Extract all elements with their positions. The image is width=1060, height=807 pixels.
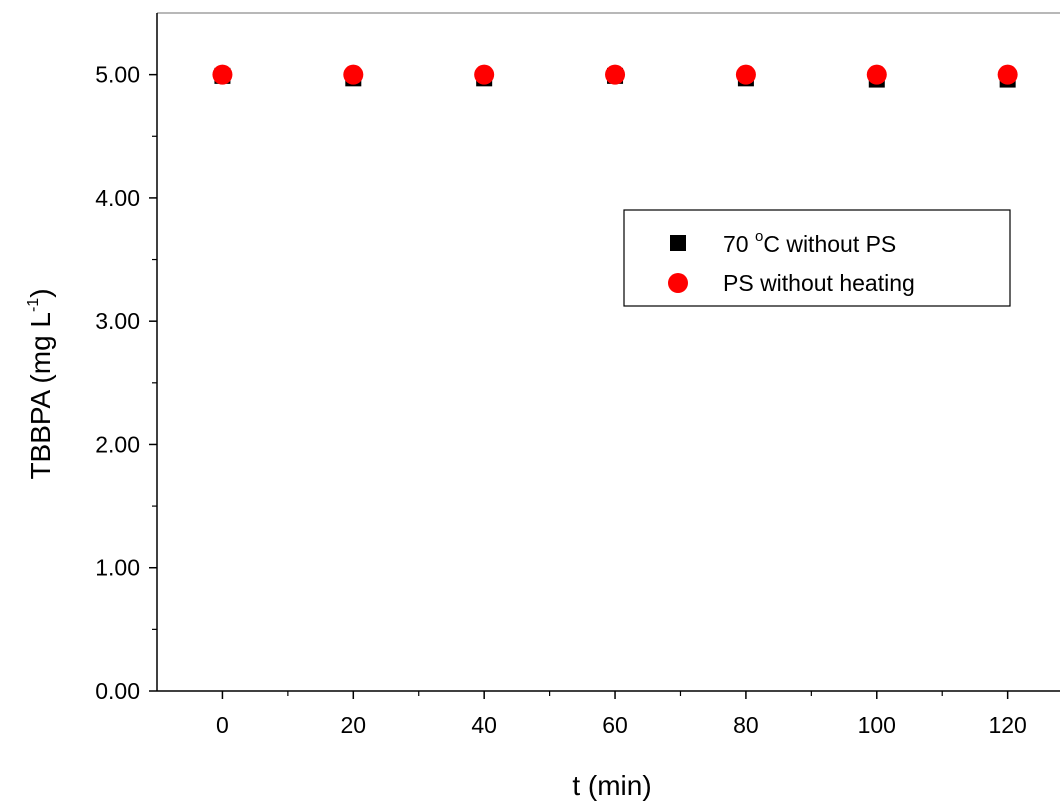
legend-label-series-2: PS without heating (723, 270, 915, 296)
data-point-circle (997, 64, 1018, 85)
legend-label-series-1-sup: o (755, 228, 763, 245)
x-tick-label: 40 (471, 712, 497, 738)
x-tick-label: 0 (216, 712, 229, 738)
legend-label-series-1: 70 oC without PS (723, 228, 896, 257)
y-axis-title-tail: ) (25, 288, 56, 297)
y-axis: 0.00 1.00 2.00 3.00 4.00 5.00 (95, 13, 158, 704)
data-point-circle (343, 64, 364, 85)
data-point-circle (605, 64, 626, 85)
legend-marker-square (670, 235, 686, 251)
y-tick-label: 3.00 (95, 308, 140, 334)
x-axis: 0 20 40 60 80 100 120 (157, 690, 1060, 738)
data-point-circle (866, 64, 887, 85)
y-tick-label: 0.00 (95, 678, 140, 704)
series-layer (212, 64, 1018, 88)
y-axis-title-main: TBBPA (mg L (25, 312, 56, 480)
data-point-circle (212, 64, 233, 85)
legend-label-series-1-pre: 70 (723, 231, 755, 257)
legend-marker-circle (668, 273, 688, 293)
y-tick-label: 1.00 (95, 555, 140, 581)
legend: 70 oC without PS PS without heating (623, 209, 1011, 307)
y-tick-label: 5.00 (95, 62, 140, 88)
x-tick-label: 20 (341, 712, 367, 738)
y-tick-label: 2.00 (95, 431, 140, 457)
y-tick-label: 4.00 (95, 185, 140, 211)
y-axis-title: TBBPA (mg L-1) (25, 288, 56, 479)
series-2 (212, 64, 1018, 85)
legend-box (623, 209, 1011, 307)
x-tick-label: 100 (858, 712, 896, 738)
x-tick-label: 60 (602, 712, 628, 738)
y-axis-title-sup: -1 (25, 298, 42, 312)
x-tick-label: 80 (733, 712, 759, 738)
legend-label-series-1-post: C without PS (763, 231, 896, 257)
data-point-circle (474, 64, 495, 85)
x-tick-label: 120 (988, 712, 1026, 738)
x-axis-title: t (min) (572, 770, 651, 801)
data-point-circle (735, 64, 756, 85)
